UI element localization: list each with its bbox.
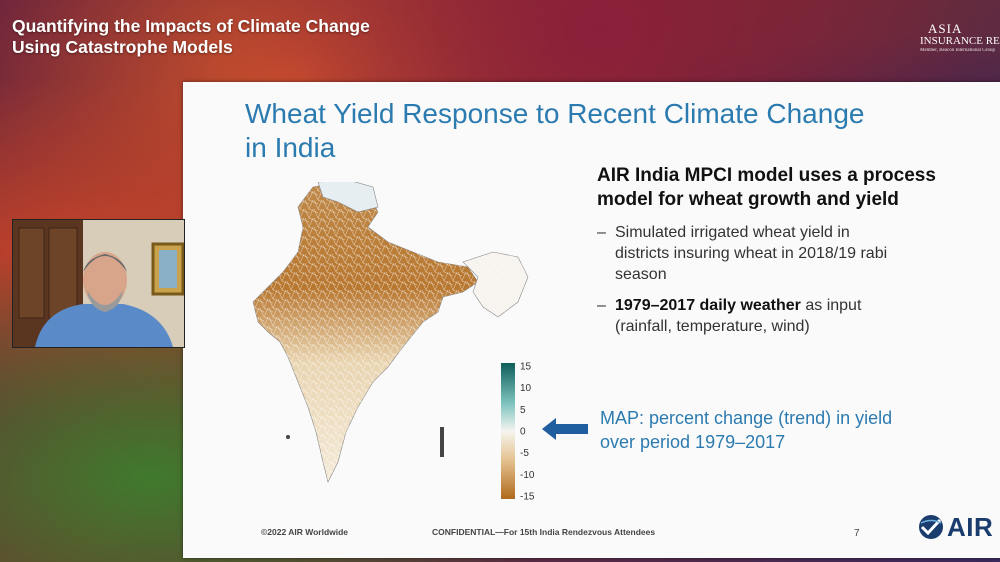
- legend-tick-labels: 15 10 5 0 -5 -10 -15: [520, 362, 535, 503]
- slide-title-line1: Wheat Yield Response to Recent Climate C…: [245, 98, 865, 129]
- footer-copyright: ©2022 AIR Worldwide: [261, 527, 349, 537]
- slide-title: Wheat Yield Response to Recent Climate C…: [245, 97, 965, 165]
- sub-bullet-simulated-yield: – Simulated irrigated wheat yield in dis…: [597, 222, 997, 285]
- bullet-heading-line2: model for wheat growth and yield: [597, 189, 899, 210]
- speaker-video-frame: [13, 220, 184, 347]
- logo-line1: ASIA: [928, 21, 963, 36]
- dash-marker: –: [597, 297, 606, 314]
- map-caption-line1: MAP: percent change (trend) in yield: [600, 408, 893, 428]
- legend-tick-label: 5: [520, 405, 526, 416]
- left-arrow-icon: [542, 418, 588, 440]
- india-mainland-district-lines: [253, 182, 478, 482]
- presentation-slide: Wheat Yield Response to Recent Climate C…: [183, 82, 1000, 558]
- sub2-bold-text: 1979–2017 daily weather: [615, 297, 801, 314]
- color-scale-legend: 15 10 5 0 -5 -10 -15: [501, 362, 535, 503]
- lakshadweep-islands: [286, 435, 290, 439]
- sub1-line3: season: [615, 266, 667, 283]
- speaker-head: [83, 252, 127, 308]
- logo-line2: INSURANCE RE: [920, 35, 1000, 47]
- northeast-district-lines: [463, 252, 528, 317]
- slide-title-line2: in India: [245, 132, 336, 163]
- sub-bullet-daily-weather: – 1979–2017 daily weather as input (rain…: [597, 295, 997, 337]
- kashmir-region-shape: [317, 182, 379, 213]
- logo-line3: Member, Beacon International Group: [920, 48, 996, 53]
- map-caption: MAP: percent change (trend) in yield ove…: [600, 406, 990, 454]
- event-title-line2: Using Catastrophe Models: [12, 37, 233, 57]
- air-logo-text: AIR: [947, 511, 994, 542]
- speaker-body: [35, 304, 173, 347]
- bullet-list: AIR India MPCI model uses a process mode…: [597, 164, 997, 337]
- legend-tick-label: 15: [520, 362, 532, 373]
- sub1-line1: Simulated irrigated wheat yield in: [615, 224, 850, 241]
- sub1-line2: districts insuring wheat in 2018/19 rabi: [615, 245, 888, 262]
- legend-tick-label: -5: [520, 448, 529, 459]
- page-number: 7: [854, 528, 860, 539]
- air-globe-icon: [919, 515, 943, 539]
- event-title-line1: Quantifying the Impacts of Climate Chang…: [12, 16, 370, 36]
- legend-tick-label: 10: [520, 383, 532, 394]
- footer-confidential: CONFIDENTIAL—For 15th India Rendezvous A…: [432, 527, 656, 537]
- legend-tick-label: 0: [520, 427, 526, 438]
- asia-insurance-review-logo: ASIA INSURANCE RE Member, Beacon Interna…: [920, 22, 1000, 55]
- air-worldwide-logo: AIR: [918, 511, 994, 542]
- event-title: Quantifying the Impacts of Climate Chang…: [12, 16, 370, 58]
- india-district-map: [252, 182, 529, 483]
- legend-tick-label: -10: [520, 470, 535, 481]
- speaker-webcam-feed: [12, 219, 185, 348]
- sub2-line2: (rainfall, temperature, wind): [615, 318, 810, 335]
- bullet-heading-line1: AIR India MPCI model uses a process: [597, 165, 936, 186]
- legend-tick-label: -15: [520, 492, 535, 503]
- legend-color-bar: [501, 363, 515, 499]
- dash-marker: –: [597, 224, 606, 241]
- andaman-islands: [440, 427, 444, 457]
- map-caption-line2: over period 1979–2017: [600, 432, 786, 452]
- sub2-rest-text: as input: [800, 297, 862, 314]
- bullet-heading: AIR India MPCI model uses a process mode…: [597, 164, 997, 212]
